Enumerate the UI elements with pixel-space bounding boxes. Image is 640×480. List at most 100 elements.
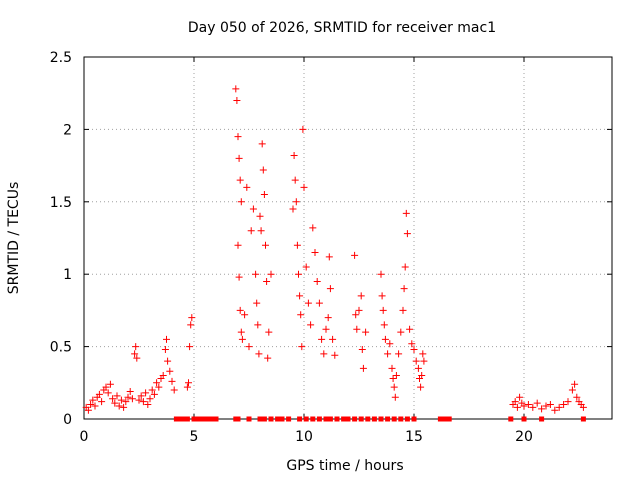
data-point: [511, 398, 519, 406]
data-point-zero: [316, 416, 322, 422]
x-tick-label: 15: [405, 429, 423, 445]
data-point: [253, 299, 261, 307]
data-point: [249, 205, 257, 213]
data-point: [420, 357, 428, 365]
data-point: [236, 306, 244, 314]
data-point: [159, 372, 167, 380]
data-point: [402, 209, 410, 217]
data-point: [529, 403, 537, 411]
data-point: [357, 292, 365, 300]
y-tick-label: 1: [63, 267, 72, 283]
data-point: [237, 198, 245, 206]
data-point: [139, 398, 147, 406]
data-point: [252, 270, 260, 278]
data-point: [185, 379, 192, 387]
data-point: [164, 357, 172, 365]
data-point: [555, 403, 563, 411]
data-point: [243, 183, 251, 191]
data-point: [235, 154, 243, 162]
data-point-zero: [191, 416, 197, 422]
data-point: [379, 306, 387, 314]
data-point: [120, 403, 128, 411]
data-point: [313, 277, 321, 285]
data-point-zero: [327, 416, 333, 422]
data-point: [560, 401, 568, 409]
data-point-zero: [184, 416, 190, 422]
data-point: [579, 403, 587, 411]
data-point: [400, 285, 408, 293]
data-point: [406, 325, 414, 333]
x-tick-label: 10: [295, 429, 313, 445]
data-point: [291, 176, 299, 184]
data-point-zero: [580, 416, 586, 422]
data-point: [247, 227, 255, 235]
data-point: [256, 212, 264, 220]
data-point: [401, 263, 409, 271]
data-point: [386, 340, 394, 348]
data-point-zero: [261, 416, 267, 422]
data-point-zero: [411, 416, 417, 422]
data-point: [235, 273, 243, 281]
data-point: [234, 133, 242, 141]
data-point: [292, 198, 300, 206]
data-point-zero: [446, 416, 452, 422]
data-point: [122, 398, 130, 406]
data-point: [302, 263, 310, 271]
y-tick-label: 2.5: [50, 50, 72, 66]
data-point: [362, 328, 370, 336]
data-point: [384, 350, 392, 358]
data-point: [300, 183, 308, 191]
data-point: [98, 398, 106, 406]
data-point: [91, 402, 99, 410]
data-point: [133, 354, 141, 362]
x-tick-label: 0: [80, 429, 89, 445]
data-point: [265, 328, 273, 336]
data-point: [403, 230, 411, 238]
data-point: [568, 386, 576, 394]
data-point: [264, 354, 272, 362]
data-point: [381, 335, 389, 343]
data-point: [102, 383, 110, 391]
data-point: [255, 350, 263, 358]
data-point: [245, 343, 253, 351]
data-point: [168, 377, 176, 385]
data-point: [414, 364, 422, 372]
data-point: [324, 314, 332, 322]
data-point: [132, 343, 140, 351]
data-point: [296, 292, 304, 300]
data-point-zero: [398, 416, 404, 422]
data-point: [377, 270, 385, 278]
data-point: [153, 379, 161, 387]
data-point: [95, 390, 103, 398]
data-point: [571, 380, 579, 388]
data-point-zero: [378, 416, 384, 422]
data-point: [315, 299, 323, 307]
data-point: [238, 335, 246, 343]
data-point: [351, 251, 359, 259]
data-point: [259, 166, 267, 174]
data-point: [161, 345, 169, 353]
data-point: [135, 396, 143, 404]
data-point: [391, 393, 399, 401]
data-point: [293, 241, 301, 249]
data-point: [258, 140, 266, 148]
data-point: [352, 311, 360, 319]
data-point: [417, 383, 425, 391]
data-point: [142, 389, 150, 397]
data-point-zero: [404, 416, 410, 422]
data-point: [533, 399, 541, 407]
data-point-zero: [334, 416, 340, 422]
y-axis-label: SRMTID / TECUs: [6, 182, 22, 295]
data-point: [236, 176, 244, 184]
data-point: [150, 390, 158, 398]
data-point: [128, 395, 136, 403]
data-point-zero: [365, 416, 371, 422]
data-point: [309, 224, 317, 232]
data-point: [163, 335, 170, 343]
data-point: [233, 96, 241, 104]
data-point: [263, 277, 271, 285]
data-point: [358, 345, 366, 353]
data-point-zero: [235, 416, 241, 422]
data-point: [111, 399, 119, 407]
data-point: [131, 350, 139, 358]
